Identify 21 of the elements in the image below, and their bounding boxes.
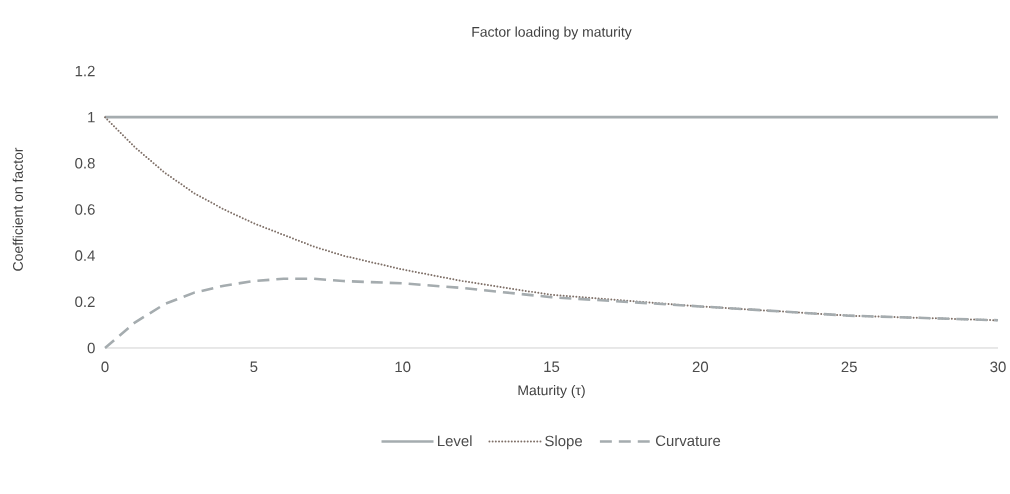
y-tick-label: 1 [88, 112, 95, 123]
x-tick-label: 15 [544, 361, 560, 373]
x-tick-label: 25 [841, 361, 857, 373]
legend-label: Level [438, 435, 472, 447]
y-tick-label: 0.4 [75, 250, 95, 261]
x-axis-title: Maturity (τ) [518, 385, 585, 398]
x-tick-label: 0 [101, 361, 109, 373]
y-tick-label: 0.6 [75, 204, 95, 215]
legend-label: Curvature [655, 435, 721, 447]
y-tick-label: 0.2 [75, 296, 95, 308]
x-tick-label: 30 [990, 361, 1006, 373]
legend-label: Slope [545, 435, 582, 450]
y-axis-title: Coefficient on factor [12, 147, 23, 271]
x-tick-label: 20 [692, 361, 709, 373]
x-tick-label: 5 [250, 361, 258, 373]
x-tick-label: 10 [395, 361, 411, 373]
y-tick-label: 1.2 [75, 65, 95, 77]
line-series [103, 277, 1000, 350]
chart-title: Factor loading by maturity [472, 26, 632, 40]
y-tick-label: 0 [87, 342, 95, 354]
y-tick-label: 0.8 [75, 158, 95, 169]
